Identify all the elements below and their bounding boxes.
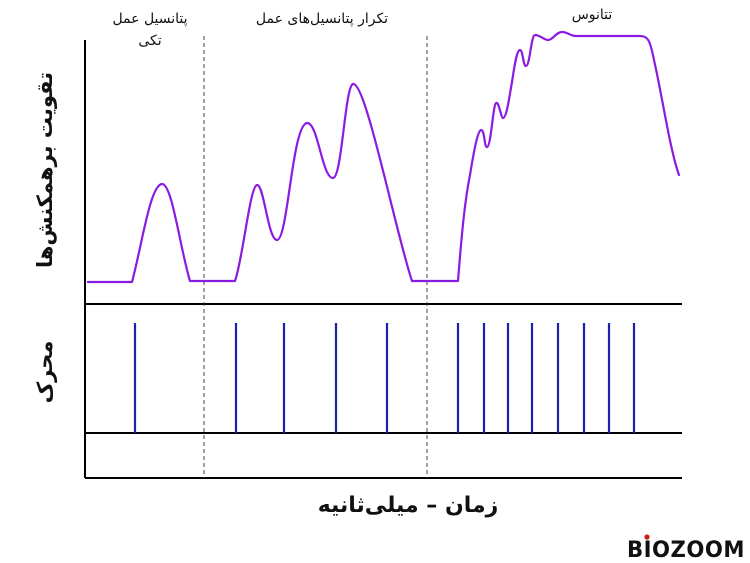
label-single-line1: پتانسیل عمل xyxy=(112,11,187,27)
biozoom-logo: BIOZOOM xyxy=(627,534,745,563)
label-single-line2: تکی xyxy=(138,33,161,49)
logo-dot xyxy=(644,534,650,540)
force-curve xyxy=(86,30,681,284)
stimulus-impulses xyxy=(133,323,636,433)
label-tetanus: تتانوس xyxy=(572,7,613,23)
label-repeated: تکرار پتانسیل‌های عمل xyxy=(256,11,388,27)
y-axis-title-force: تقویت برهمکنش‌ها xyxy=(33,72,57,268)
y-axis-title-stimulus: محرک xyxy=(33,341,57,404)
x-axis-title: زمان – میلی‌ثانیه xyxy=(318,493,499,518)
logo-text: BIOZOOM xyxy=(627,538,745,563)
